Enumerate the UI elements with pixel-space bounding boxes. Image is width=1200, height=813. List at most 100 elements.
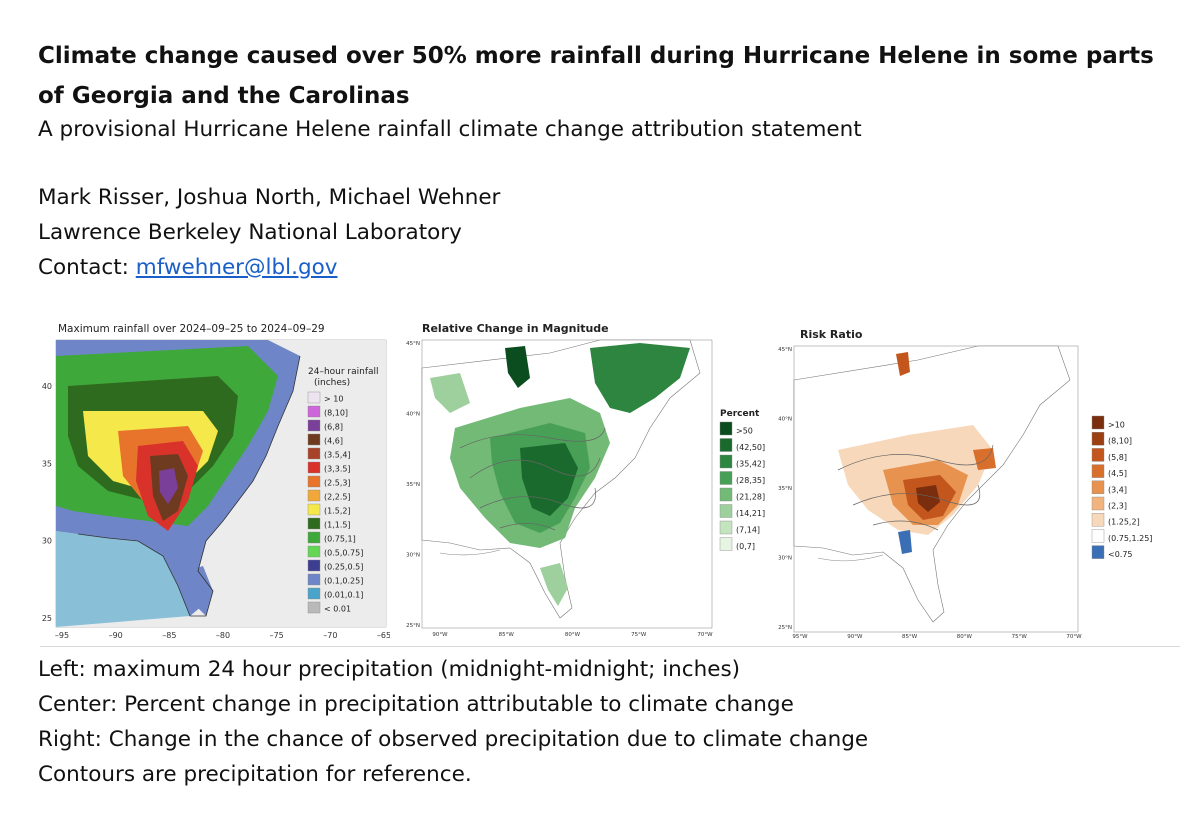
left-legend-swatch [307,475,321,488]
right-risk-region-lakes [896,352,910,376]
right-y-tick-label: 45°N [778,347,792,353]
right-legend-swatch [1091,415,1105,430]
right-legend: >10 (8,10] (5,8] (4,5] (3,4] (2,3] (1.25,2] (0.… [1091,415,1152,559]
center-legend-swatch [719,421,733,436]
center-y-tick-label: 40°N [406,412,420,418]
left-legend-label: (8,10] [324,409,348,418]
left-legend-swatch [307,405,321,418]
center-y-axis: 45°N 40°N 35°N 30°N 25°N [406,341,420,629]
left-legend-label: (3,3.5] [324,465,351,474]
left-x-tick-label: –75 [270,631,284,640]
center-legend-label: (21,28] [736,493,765,502]
left-y-tick-label: 25 [42,614,52,623]
center-legend-swatch [719,520,733,535]
center-y-tick-label: 45°N [406,341,420,347]
divider [40,646,1180,647]
left-legend-swatch [307,419,321,432]
right-risk-region-decrease [898,530,912,554]
left-rain-purple-region [159,468,178,504]
caption-center: Center: Percent change in precipitation … [38,692,794,717]
center-y-tick-label: 25°N [406,623,420,629]
right-legend-label: (0.75,1.25] [1108,534,1152,543]
center-x-tick-label: 70°W [697,632,713,638]
left-y-tick-label: 35 [42,459,52,468]
right-legend-swatch [1091,529,1105,543]
left-legend-swatch [307,433,321,446]
right-legend-swatch [1091,496,1105,511]
right-y-axis: 45°N 40°N 35°N 30°N 25°N [778,347,792,631]
left-legend-label: < 0.01 [324,605,351,614]
center-legend: Percent >50 (42,50] (35,42] (28,35] (21,28] (… [719,409,765,551]
center-green-region-northeast [590,343,690,413]
left-legend-swatch [307,545,321,558]
left-legend-swatch [307,503,321,516]
left-legend-swatch [307,559,321,572]
center-legend-swatch [719,471,733,485]
left-legend-label: (1.5,2] [324,507,351,516]
right-x-tick-label: 90°W [847,634,863,640]
contact-label: Contact: [38,255,129,280]
center-panel-title: Relative Change in Magnitude [422,322,609,335]
right-legend-swatch [1091,464,1105,478]
center-legend-title: Percent [720,409,760,419]
center-green-region-max [520,443,578,516]
subtitle: A provisional Hurricane Helene rainfall … [38,117,862,142]
right-legend-swatch [1091,480,1105,495]
left-legend-swatch [307,461,321,474]
center-y-tick-label: 30°N [406,553,420,559]
panel-center-relative-change: Relative Change in Magnitude Percent >50… [400,318,772,646]
left-legend-swatch [307,573,321,586]
center-legend-label: (7,14] [736,526,760,535]
center-legend-swatch [719,504,733,518]
center-x-tick-label: 85°W [499,632,515,638]
right-x-tick-label: 95°W [792,634,808,640]
center-legend-label: (35,42] [736,460,765,469]
left-x-tick-label: –65 [377,631,390,640]
contact-email-link[interactable]: mfwehner@lbl.gov [135,255,338,280]
right-legend-label: (2,3] [1108,502,1127,511]
right-legend-swatch [1091,512,1105,527]
right-y-tick-label: 25°N [778,625,792,631]
right-panel-title: Risk Ratio [800,328,863,341]
center-legend-label: (28,35] [736,476,765,485]
center-legend-swatch [719,487,733,502]
center-legend-label: >50 [736,427,753,436]
left-legend-swatch [307,601,321,614]
center-x-axis: 90°W 85°W 80°W 75°W 70°W [432,632,713,638]
left-legend-label: (3.5,4] [324,451,351,460]
panel-left-max-rainfall: Maximum rainfall over 2024–09–25 to 2024… [38,316,390,646]
left-panel-title: Maximum rainfall over 2024–09–25 to 2024… [58,323,325,335]
left-legend-label: (0.5,0.75] [324,549,363,558]
right-legend-label: (5,8] [1108,453,1127,462]
left-legend-label: (2,2.5] [324,493,351,502]
right-x-tick-label: 85°W [902,634,918,640]
left-legend-title-2: (inches) [314,378,350,388]
center-x-tick-label: 90°W [432,632,448,638]
right-x-tick-label: 75°W [1012,634,1028,640]
center-legend-swatch [719,454,733,469]
center-legend-label: (14,21] [736,509,765,518]
left-x-tick-label: –85 [162,631,176,640]
right-legend-label: >10 [1108,421,1125,430]
right-legend-label: (1.25,2] [1108,518,1140,527]
center-green-region-florida [540,563,568,606]
left-gulf-region [56,531,190,627]
right-legend-label: (4,5] [1108,469,1127,478]
left-x-tick-label: –95 [55,631,69,640]
authors: Mark Risser, Joshua North, Michael Wehne… [38,185,501,210]
left-x-axis: –95 –90 –85 –80 –75 –70 –65 [55,631,390,640]
left-legend-label: (1,1.5] [324,521,351,530]
right-legend-swatch [1091,448,1105,462]
right-legend-label: <0.75 [1108,550,1133,559]
left-legend-swatch [307,587,321,600]
left-legend-label: (4,6] [324,437,343,446]
right-legend-swatch [1091,545,1105,559]
left-coastline [77,355,301,617]
caption-contours: Contours are precipitation for reference… [38,762,472,787]
left-legend-swatch [307,489,321,502]
left-legend-label: > 10 [324,395,343,404]
right-map [793,345,1079,633]
right-risk-region-max [916,485,940,512]
left-y-tick-label: 40 [42,382,52,391]
center-green-region-lakes [505,346,530,388]
